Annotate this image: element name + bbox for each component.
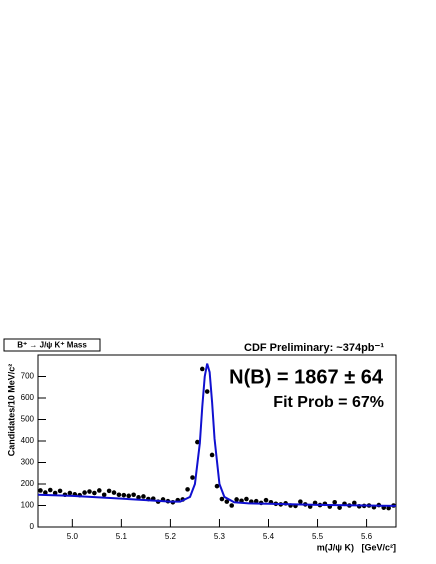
data-point xyxy=(234,497,239,502)
data-point xyxy=(126,493,132,499)
data-point xyxy=(52,490,58,496)
y-tick-label: 100 xyxy=(21,501,35,510)
data-point xyxy=(136,495,141,500)
y-tick-label: 500 xyxy=(21,415,35,424)
data-point xyxy=(209,452,215,458)
legend-box xyxy=(3,338,101,352)
data-point xyxy=(92,490,97,496)
annotation: Fit Prob = 67% xyxy=(273,394,384,411)
data-point xyxy=(131,492,136,498)
chart-title: CDF Preliminary: ~374pb⁻¹ xyxy=(244,342,384,354)
data-point xyxy=(386,505,391,511)
data-point xyxy=(199,366,205,372)
data-point xyxy=(332,499,337,505)
y-tick-label: 700 xyxy=(21,372,35,381)
x-tick-label: 5.1 xyxy=(116,532,128,541)
data-point xyxy=(224,499,230,504)
data-point xyxy=(352,500,357,506)
x-tick-label: 5.2 xyxy=(165,532,177,541)
fit-curve xyxy=(37,363,397,507)
data-point xyxy=(141,494,146,499)
data-point xyxy=(57,488,63,494)
y-tick-label: 0 xyxy=(30,522,35,531)
x-tick-label: 5.4 xyxy=(263,532,275,541)
data-point xyxy=(195,439,200,445)
data-point xyxy=(263,497,269,503)
data-point xyxy=(121,492,127,498)
data-point xyxy=(204,389,210,394)
data-point xyxy=(101,492,107,498)
data-point xyxy=(244,496,249,502)
data-point xyxy=(219,496,225,502)
y-tick-label: 200 xyxy=(21,479,35,488)
x-tick-label: 5.0 xyxy=(67,532,79,541)
legend-label: B⁺ → J/ψ K⁺ Mass xyxy=(17,341,87,350)
data-point xyxy=(229,503,235,508)
y-tick-label: 300 xyxy=(21,458,35,467)
data-point xyxy=(253,498,259,504)
data-point xyxy=(82,490,87,495)
data-point xyxy=(97,488,102,493)
data-point xyxy=(190,475,195,480)
data-point xyxy=(298,499,303,504)
x-tick-label: 5.3 xyxy=(214,532,226,541)
x-tick-label: 5.5 xyxy=(312,532,324,541)
data-point xyxy=(47,487,53,493)
data-point xyxy=(116,492,122,498)
data-point xyxy=(43,490,48,495)
y-tick-label: 600 xyxy=(21,393,35,402)
data-point xyxy=(185,487,190,492)
data-point xyxy=(87,489,92,494)
data-point xyxy=(106,488,112,494)
data-point xyxy=(337,505,342,510)
y-tick-label: 400 xyxy=(21,436,35,445)
data-point xyxy=(111,490,117,495)
annotation: N(B) = 1867 ± 64 xyxy=(229,366,384,388)
data-point xyxy=(67,490,73,496)
x-axis-label: m(J/ψ K) [GeV/c²] xyxy=(317,542,396,552)
data-point xyxy=(214,483,220,489)
x-tick-label: 5.6 xyxy=(361,532,373,541)
data-point xyxy=(38,488,43,493)
y-axis-label: Candidates/10 MeV/c² xyxy=(6,364,16,457)
